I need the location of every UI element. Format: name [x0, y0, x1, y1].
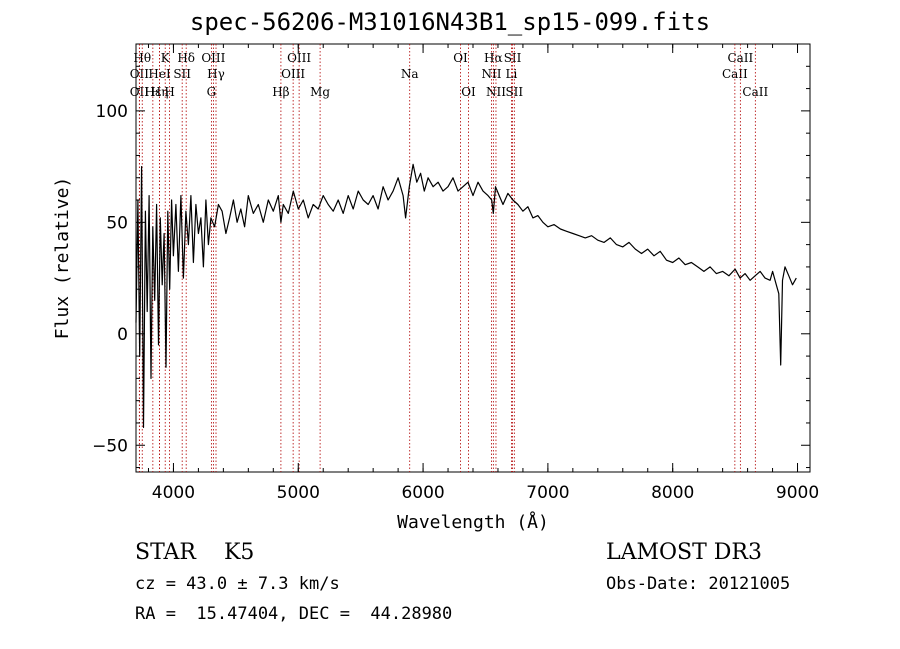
y-tick-label-0: −50	[92, 436, 128, 456]
line-label-21: Hα	[484, 51, 503, 65]
spectrum-line	[135, 163, 797, 428]
line-label-5: HeI	[148, 67, 171, 81]
line-label-4: Hη	[151, 85, 169, 99]
y-tick-label-2: 50	[106, 213, 128, 233]
x-tick-label-3: 7000	[526, 483, 569, 503]
line-label-15: OIII	[287, 51, 311, 65]
x-tick-label-2: 6000	[401, 483, 444, 503]
y-tick-label-3: 100	[96, 102, 128, 122]
x-tick-label-4: 8000	[651, 483, 694, 503]
ra-dec: RA = 15.47404, DEC = 44.28980	[135, 604, 453, 624]
line-label-3: Hε	[145, 85, 162, 99]
redshift-velocity: cz = 43.0 ± 7.3 km/s	[135, 574, 340, 594]
line-label-12: G	[207, 85, 217, 99]
y-tick-label-1: 0	[117, 325, 128, 345]
line-label-18: OI	[453, 51, 468, 65]
line-label-24: Li	[506, 67, 518, 81]
obs-date: Obs-Date: 20121005	[606, 574, 791, 594]
line-label-16: Mg	[310, 85, 330, 99]
line-label-9: Hδ	[177, 51, 195, 65]
x-tick-label-0: 4000	[152, 483, 195, 503]
line-label-25: SII	[505, 85, 523, 99]
line-label-10: OIII	[201, 51, 225, 65]
plot-frame	[135, 43, 811, 473]
line-label-22: NII	[486, 85, 506, 99]
line-label-26: CaII	[722, 67, 748, 81]
x-axis-label: Wavelength (Å)	[397, 511, 549, 533]
survey-name: LAMOST DR3	[606, 540, 762, 565]
line-label-0: OII	[130, 67, 150, 81]
line-label-7: H	[164, 85, 174, 99]
x-tick-label-1: 5000	[277, 483, 320, 503]
line-label-28: CaII	[742, 85, 768, 99]
line-label-19: OI	[461, 85, 476, 99]
line-label-8: SII	[173, 67, 191, 81]
line-label-6: K	[161, 51, 171, 65]
line-label-13: Hβ	[272, 85, 289, 99]
line-label-1: OII	[130, 85, 150, 99]
line-label-11: Hγ	[207, 67, 225, 81]
chart-title: spec-56206-M31016N43B1_sp15-099.fits	[189, 8, 711, 36]
object-class: STAR K5	[135, 540, 255, 565]
line-label-27: CaII	[727, 51, 753, 65]
line-label-14: OIII	[281, 67, 305, 81]
x-tick-label-5: 9000	[776, 483, 819, 503]
line-label-20: NII	[481, 67, 501, 81]
y-axis-label: Flux (relative)	[52, 177, 73, 340]
line-label-17: Na	[401, 67, 419, 81]
line-label-2: Hθ	[133, 51, 151, 65]
line-label-23: SII	[504, 51, 522, 65]
